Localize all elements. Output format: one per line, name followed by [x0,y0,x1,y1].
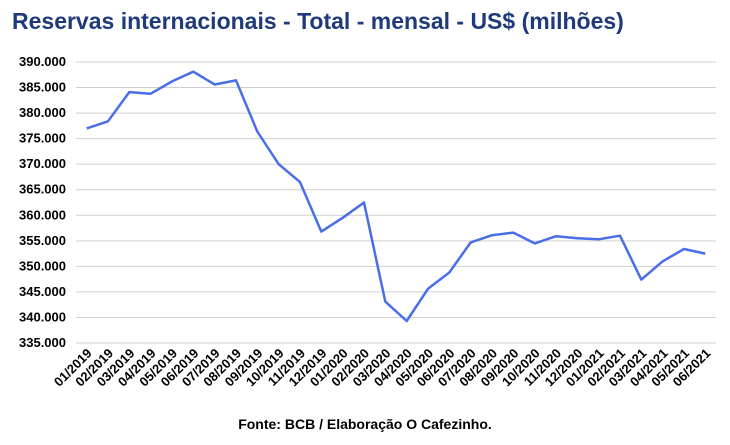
y-tick-label: 385.000 [19,80,66,95]
y-tick-label: 390.000 [19,54,66,69]
y-tick-label: 370.000 [19,156,66,171]
y-tick-label: 365.000 [19,182,66,197]
y-tick-label: 340.000 [19,309,66,324]
chart-title: Reservas internacionais - Total - mensal… [12,8,624,34]
y-tick-label: 380.000 [19,105,66,120]
source-note: Fonte: BCB / Elaboração O Cafezinho. [238,416,492,432]
x-axis-ticks: 01/201902/201903/201904/201905/201906/20… [51,346,714,390]
y-tick-label: 375.000 [19,131,66,146]
series-line [86,70,706,323]
series-layer [86,70,706,323]
y-tick-label: 335.000 [19,335,66,350]
gridlines [76,61,716,344]
y-tick-label: 355.000 [19,233,66,248]
y-axis-ticks: 335.000 340.000 345.000 350.000 355.000 360.0… [19,54,66,350]
y-tick-label: 350.000 [19,258,66,273]
y-tick-label: 360.000 [19,207,66,222]
y-tick-label: 345.000 [19,284,66,299]
